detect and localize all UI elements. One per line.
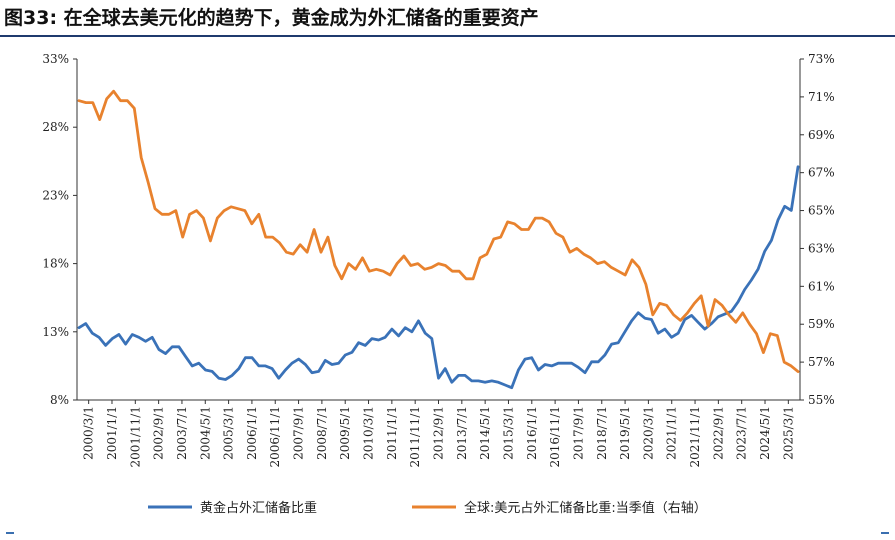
- right-tick-label: 63%: [808, 241, 835, 255]
- x-tick-label: 2005/3/1: [222, 406, 236, 460]
- page-corner-mark-left: [6, 532, 14, 534]
- usd-share-line: [77, 89, 800, 374]
- right-tick-label: 55%: [808, 393, 835, 407]
- x-tick-label: 2016/1/1: [525, 406, 539, 460]
- x-tick-label: 2013/7/1: [455, 406, 469, 460]
- x-tick-label: 2012/9/1: [432, 406, 446, 460]
- right-tick-label: 73%: [808, 52, 835, 66]
- left-tick-label: 18%: [42, 257, 69, 271]
- x-tick-label: 2023/7/1: [735, 406, 749, 460]
- x-tick-label: 2021/1/1: [665, 406, 679, 460]
- x-tick-label: 2001/11/1: [128, 406, 142, 468]
- chart-title: 图33: 在全球去美元化的趋势下，黄金成为外汇储备的重要资产: [4, 7, 539, 29]
- x-tick-label: 2018/7/1: [595, 406, 609, 460]
- right-tick-label: 65%: [808, 204, 835, 218]
- x-tick-label: 2025/3/1: [781, 406, 795, 460]
- x-tick-label: 2003/7/1: [175, 406, 189, 460]
- x-tick-label: 2008/7/1: [315, 406, 329, 460]
- left-tick-label: 23%: [42, 188, 69, 202]
- left-tick-label: 13%: [42, 325, 69, 339]
- x-tick-label: 2007/9/1: [292, 406, 306, 460]
- gold-share-line: [77, 165, 800, 390]
- x-tick-label: 2011/1/1: [385, 406, 399, 460]
- x-tick-label: 2006/1/1: [245, 406, 259, 460]
- x-tick-label: 2017/9/1: [571, 406, 585, 460]
- left-tick-label: 28%: [42, 120, 69, 134]
- x-tick-label: 2004/5/1: [198, 406, 212, 460]
- x-tick-label: 2002/9/1: [152, 406, 166, 460]
- x-tick-label: 2006/11/1: [268, 406, 282, 468]
- x-tick-label: 2021/11/1: [688, 406, 702, 468]
- x-tick-label: 2022/9/1: [711, 406, 725, 460]
- left-tick-label: 8%: [50, 393, 69, 407]
- x-axis-ticks: 2000/3/1 2001/1/1 2001/11/1 2002/9/1 2003/7/…: [82, 400, 795, 468]
- x-tick-label: 2015/3/1: [501, 406, 515, 460]
- chart-legend: 黄金占外汇储备比重 全球:美元占外汇储备比重:当季值（右轴）: [148, 500, 707, 516]
- right-tick-label: 67%: [808, 166, 835, 180]
- x-tick-label: 2016/11/1: [548, 406, 562, 468]
- title-divider: [0, 35, 895, 37]
- left-axis-ticks: 8% 13% 18% 23% 28% 33%: [42, 52, 77, 407]
- series-lines: [77, 89, 800, 390]
- right-tick-label: 71%: [808, 90, 835, 104]
- right-tick-label: 61%: [808, 279, 835, 293]
- right-axis-ticks: 55% 57% 59% 61% 63% 65% 67% 69% 71% 73%: [800, 52, 835, 407]
- x-tick-label: 2009/5/1: [338, 406, 352, 460]
- legend-label: 黄金占外汇储备比重: [200, 500, 317, 516]
- x-tick-label: 2010/3/1: [362, 406, 376, 460]
- x-tick-label: 2014/5/1: [478, 406, 492, 460]
- right-tick-label: 69%: [808, 128, 835, 142]
- x-tick-label: 2011/11/1: [408, 406, 422, 468]
- right-tick-label: 59%: [808, 317, 835, 331]
- legend-label: 全球:美元占外汇储备比重:当季值（右轴）: [464, 500, 707, 516]
- right-tick-label: 57%: [808, 355, 835, 369]
- x-tick-label: 2001/1/1: [105, 406, 119, 460]
- x-tick-label: 2024/5/1: [758, 406, 772, 460]
- page-corner-mark-right: [881, 532, 889, 534]
- x-tick-label: 2020/3/1: [641, 406, 655, 460]
- x-tick-label: 2000/3/1: [82, 406, 96, 460]
- x-tick-label: 2019/5/1: [618, 406, 632, 460]
- left-tick-label: 33%: [42, 52, 69, 66]
